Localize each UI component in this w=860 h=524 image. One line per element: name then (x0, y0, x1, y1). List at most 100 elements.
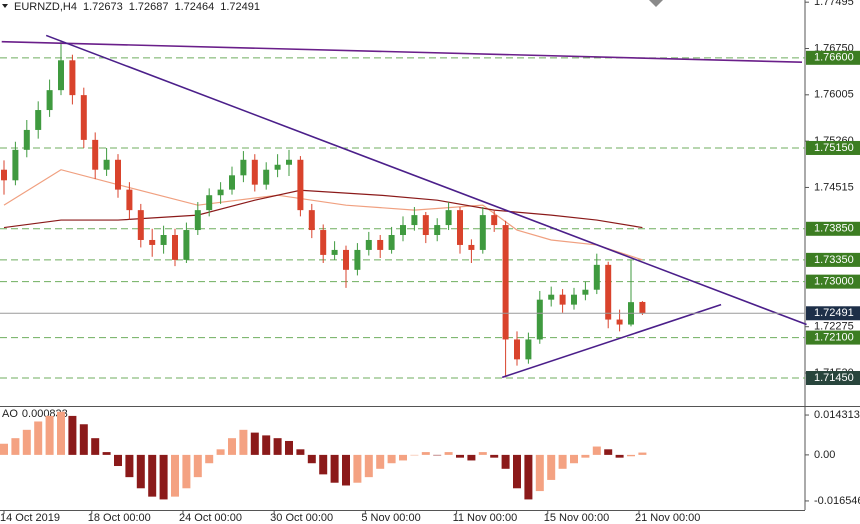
candle-body (137, 210, 144, 240)
candle-body (217, 189, 224, 196)
ao-bar (570, 454, 578, 464)
y-tick-label: -0.016546 (814, 495, 860, 507)
level-label: 1.73350 (806, 252, 860, 267)
ao-bar (57, 411, 65, 455)
candle-body (571, 294, 577, 305)
y-tick-label: 1.77495 (814, 0, 854, 8)
ao-bar (171, 454, 179, 497)
candle-body (240, 159, 247, 176)
ao-bar (45, 415, 54, 455)
ao-bar (558, 454, 567, 469)
ao-bar (262, 435, 271, 455)
ao-bar (627, 454, 635, 457)
moving-average (3, 189, 643, 229)
moving-average (3, 169, 643, 261)
candle-body (582, 289, 589, 295)
ao-bar (478, 452, 487, 455)
ao-value: 0.000833 (22, 408, 68, 420)
ao-bar (228, 438, 236, 455)
ao-bar (410, 454, 419, 456)
ao-bar (581, 454, 590, 458)
candle-body (46, 90, 53, 111)
y-tick-label: 1.74515 (814, 181, 854, 193)
ao-bar (34, 421, 43, 455)
ao-bar (490, 454, 499, 458)
high: 1.72687 (129, 1, 169, 13)
ao-bar (239, 429, 248, 455)
candle-body (365, 239, 372, 250)
candle-body (206, 195, 213, 211)
trendline (1, 40, 803, 63)
ao-bar (205, 454, 214, 464)
candle-body (457, 210, 463, 245)
ao-bar (307, 454, 316, 464)
candle-body (149, 239, 156, 245)
ao-bar (524, 454, 533, 500)
ao-bar (513, 454, 521, 489)
ao-bar (11, 438, 20, 455)
x-tick-label: 14 Oct 2019 (0, 512, 60, 524)
candle-body (354, 249, 361, 270)
ao-bar (125, 454, 134, 478)
candle-body (103, 159, 110, 170)
ao-bar (148, 454, 157, 497)
trendline (45, 34, 807, 326)
candle-body (12, 149, 19, 181)
ao-bar (387, 454, 396, 464)
ao-bar (604, 449, 613, 455)
ao-bar (342, 454, 350, 486)
level-label: 1.72100 (806, 330, 860, 345)
level-label: 1.75150 (806, 140, 860, 155)
candle-body (525, 339, 532, 360)
level-label-text: 1.71450 (814, 372, 854, 384)
candle-body (593, 264, 600, 290)
candle-body (251, 159, 258, 185)
ao-bar (444, 452, 453, 455)
ao-bar (114, 454, 122, 467)
candle-body (639, 301, 646, 314)
ao-bar (216, 449, 225, 455)
candle-body (69, 60, 76, 96)
ao-bar (330, 454, 339, 483)
menu-arrow (2, 4, 8, 8)
y-tick-label: 1.76005 (814, 89, 854, 101)
candle-body (263, 169, 270, 185)
level-label-text: 1.73850 (814, 223, 854, 235)
candle-body (92, 139, 99, 170)
candle-body (377, 239, 384, 250)
chart-header: EURNZD,H4 1.72673 1.72687 1.72464 1.72491 (14, 1, 260, 13)
ao-bar (353, 454, 362, 483)
ao-bar (102, 452, 111, 455)
ao-bar (547, 454, 556, 480)
level-label-box (806, 252, 860, 267)
low: 1.72464 (174, 1, 214, 13)
ao-bar (0, 443, 8, 455)
level-label: 1.71450 (806, 371, 860, 385)
level-label-text: 1.75150 (814, 142, 854, 154)
current-price-label-box (806, 306, 860, 321)
ao-bar (193, 454, 202, 478)
level-label-text: 1.76600 (814, 52, 854, 64)
candle-body (559, 294, 566, 305)
candle-body (172, 235, 178, 260)
candle-body (286, 159, 292, 165)
candle-body (343, 249, 349, 270)
y-tick-label: 1.72275 (814, 321, 854, 333)
ao-bar (433, 454, 442, 456)
level-label-text: 1.73000 (814, 276, 854, 288)
x-tick-label: 11 Nov 00:00 (453, 512, 518, 524)
candle-body (274, 164, 281, 170)
ao-bar (615, 454, 624, 458)
scroll-marker (649, 0, 663, 7)
level-label-box (806, 274, 860, 289)
candle-body (35, 110, 42, 130)
ao-bar (421, 452, 430, 455)
ao-title: AO (2, 408, 18, 420)
candle-body (616, 319, 623, 325)
x-tick-label: 30 Oct 00:00 (270, 512, 333, 524)
ao-bar (319, 454, 328, 475)
level-label: 1.76600 (806, 50, 860, 65)
y-tick-label: 0.00 (814, 449, 835, 461)
level-label-text: 1.72100 (814, 331, 854, 343)
